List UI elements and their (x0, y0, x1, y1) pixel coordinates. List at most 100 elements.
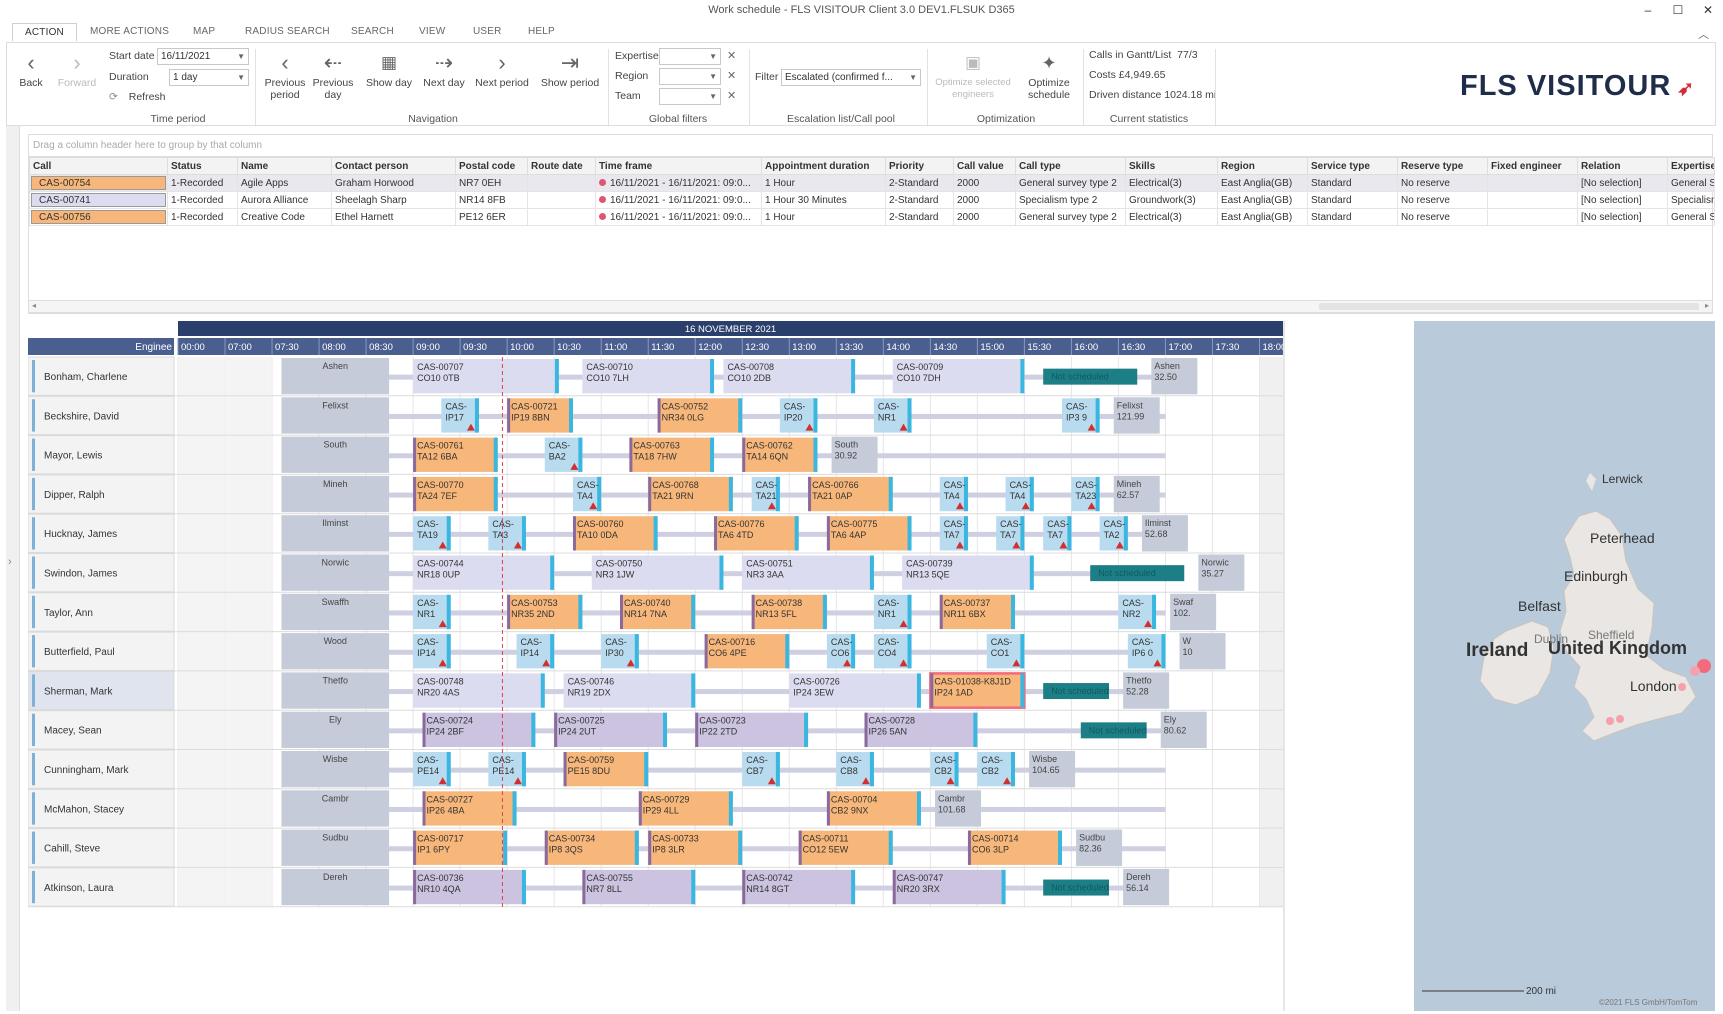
appointment-bar[interactable] (648, 476, 733, 512)
appointment-bar[interactable] (629, 437, 715, 472)
column-header[interactable]: Call type (1015, 157, 1126, 175)
engineer-row-label-bg[interactable] (27, 592, 175, 632)
maximize-icon[interactable]: ☐ (1672, 3, 1684, 17)
appointment-bar[interactable] (798, 830, 893, 865)
column-header[interactable]: Region (1217, 157, 1308, 175)
appointment-bar[interactable] (413, 359, 559, 394)
appointment-bar[interactable] (939, 476, 968, 512)
map-call-marker[interactable] (1697, 659, 1711, 673)
engineer-row-label-bg[interactable] (27, 828, 175, 868)
appointment-bar[interactable] (929, 672, 1026, 709)
appointment-bar[interactable] (1099, 516, 1128, 551)
appointment-bar[interactable] (591, 555, 724, 590)
map-call-marker[interactable] (1678, 683, 1686, 691)
engineer-row-label-bg[interactable] (27, 749, 175, 789)
optimize-selected-button[interactable]: ▣ Optimize selected engineers (931, 49, 1015, 101)
appointment-bar[interactable] (563, 673, 696, 708)
appointment-bar[interactable] (544, 830, 639, 865)
show-period-button[interactable]: ⇥ Show period (540, 50, 600, 89)
engineer-row-label-bg[interactable] (27, 788, 175, 829)
appointment-bar[interactable] (572, 476, 602, 512)
tab-search[interactable]: SEARCH (351, 26, 394, 37)
appointment-bar[interactable] (413, 555, 555, 590)
collapse-ribbon-icon[interactable]: ︿ (1698, 29, 1709, 41)
clear-region-icon[interactable]: ✕ (727, 70, 737, 82)
engineer-row-label-bg[interactable] (27, 670, 175, 711)
appointment-bar[interactable] (1043, 516, 1072, 551)
forward-button[interactable]: › Forward (55, 49, 99, 89)
appointment-bar[interactable] (892, 359, 1025, 394)
column-header[interactable]: Appointment duration (761, 157, 886, 175)
appointment-bar[interactable] (723, 359, 856, 394)
clear-team-icon[interactable]: ✕ (727, 90, 737, 102)
appointment-bar[interactable] (826, 791, 921, 826)
call-id-chip[interactable]: CAS-00741 (31, 193, 166, 207)
appointment-bar[interactable] (864, 712, 978, 747)
appointment-bar[interactable] (1005, 476, 1034, 512)
previous-day-button[interactable]: ⇠ Previous day (312, 50, 354, 101)
column-header[interactable]: Contact person (331, 157, 456, 175)
next-day-button[interactable]: ⇢ Next day (419, 49, 469, 89)
map-call-marker[interactable] (1606, 717, 1614, 725)
minimize-icon[interactable]: – (1644, 3, 1652, 17)
appointment-bar[interactable] (742, 437, 818, 472)
table-row[interactable]: CAS-00754 1-Recorded Agile Apps Graham Horw… (29, 174, 1715, 192)
map-call-marker[interactable] (1616, 715, 1624, 723)
column-header[interactable]: Service type (1307, 157, 1398, 175)
appointment-bar[interactable] (582, 359, 715, 394)
appointment-bar[interactable] (413, 673, 545, 708)
start-date-field[interactable]: 16/11/2021 ▼ (157, 48, 249, 65)
column-header[interactable]: Name (237, 157, 332, 175)
appointment-bar[interactable] (695, 712, 809, 747)
appointment-bar[interactable] (967, 830, 1062, 865)
appointment-bar[interactable] (507, 398, 573, 433)
table-row[interactable]: CAS-00756 1-Recorded Creative Code Ethel Ha… (29, 208, 1715, 226)
column-header[interactable]: Route date (527, 157, 596, 175)
appointment-bar[interactable] (751, 594, 827, 630)
engineer-row-label-bg[interactable] (27, 513, 175, 553)
tab-action[interactable]: ACTION (12, 23, 77, 41)
refresh-button[interactable]: ⟳ Refresh (109, 91, 166, 103)
table-row[interactable]: CAS-00741 1-Recorded Aurora Alliance Sheela… (29, 191, 1715, 209)
show-day-button[interactable]: ▦ Show day (363, 49, 415, 89)
tab-help[interactable]: HELP (528, 26, 555, 37)
engineer-row-label-bg[interactable] (27, 474, 175, 514)
appointment-bar[interactable] (413, 830, 508, 865)
appointment-bar[interactable] (939, 594, 1015, 630)
appointment-bar[interactable] (996, 516, 1025, 551)
filter-select[interactable]: Escalated (confirmed f... ▼ (781, 69, 921, 86)
tab-map[interactable]: MAP (193, 26, 216, 37)
tab-view[interactable]: VIEW (419, 26, 446, 37)
column-header[interactable]: Expertise (1667, 157, 1715, 175)
back-button[interactable]: ‹ Back (11, 49, 51, 89)
appointment-bar[interactable] (930, 752, 959, 787)
column-header[interactable]: Reserve type (1397, 157, 1488, 175)
appointment-bar[interactable] (826, 634, 856, 669)
column-header[interactable]: Priority (885, 157, 954, 175)
appointment-bar[interactable] (413, 869, 526, 905)
column-header[interactable]: Call value (953, 157, 1016, 175)
tab-user[interactable]: USER (473, 26, 502, 37)
appointment-bar[interactable] (892, 869, 1006, 905)
close-icon[interactable]: ✕ (1702, 3, 1714, 17)
appointment-bar[interactable] (422, 712, 536, 747)
scroll-thumb[interactable] (1319, 303, 1699, 310)
engineer-row-label-bg[interactable] (27, 395, 175, 436)
column-header[interactable]: Skills (1125, 157, 1218, 175)
appointment-bar[interactable] (563, 752, 649, 787)
appointment-bar[interactable] (638, 791, 733, 826)
collapse-side-panel[interactable]: › (6, 126, 20, 1011)
unscheduled-slot[interactable] (1080, 722, 1147, 739)
appointment-bar[interactable] (826, 516, 912, 551)
appointment-bar[interactable] (657, 398, 743, 433)
region-select[interactable]: ▼ (659, 68, 721, 85)
appointment-bar[interactable] (413, 437, 498, 472)
appointment-bar[interactable] (751, 476, 780, 512)
appointment-bar[interactable] (582, 869, 696, 905)
clear-expertise-icon[interactable]: ✕ (727, 50, 737, 62)
map-call-marker[interactable] (1690, 666, 1700, 676)
appointment-bar[interactable] (1071, 476, 1100, 512)
horizontal-scrollbar[interactable]: ◂ ▸ (28, 300, 1713, 313)
scroll-right-icon[interactable]: ▸ (1704, 301, 1709, 310)
tab-more-actions[interactable]: MORE ACTIONS (90, 26, 170, 37)
